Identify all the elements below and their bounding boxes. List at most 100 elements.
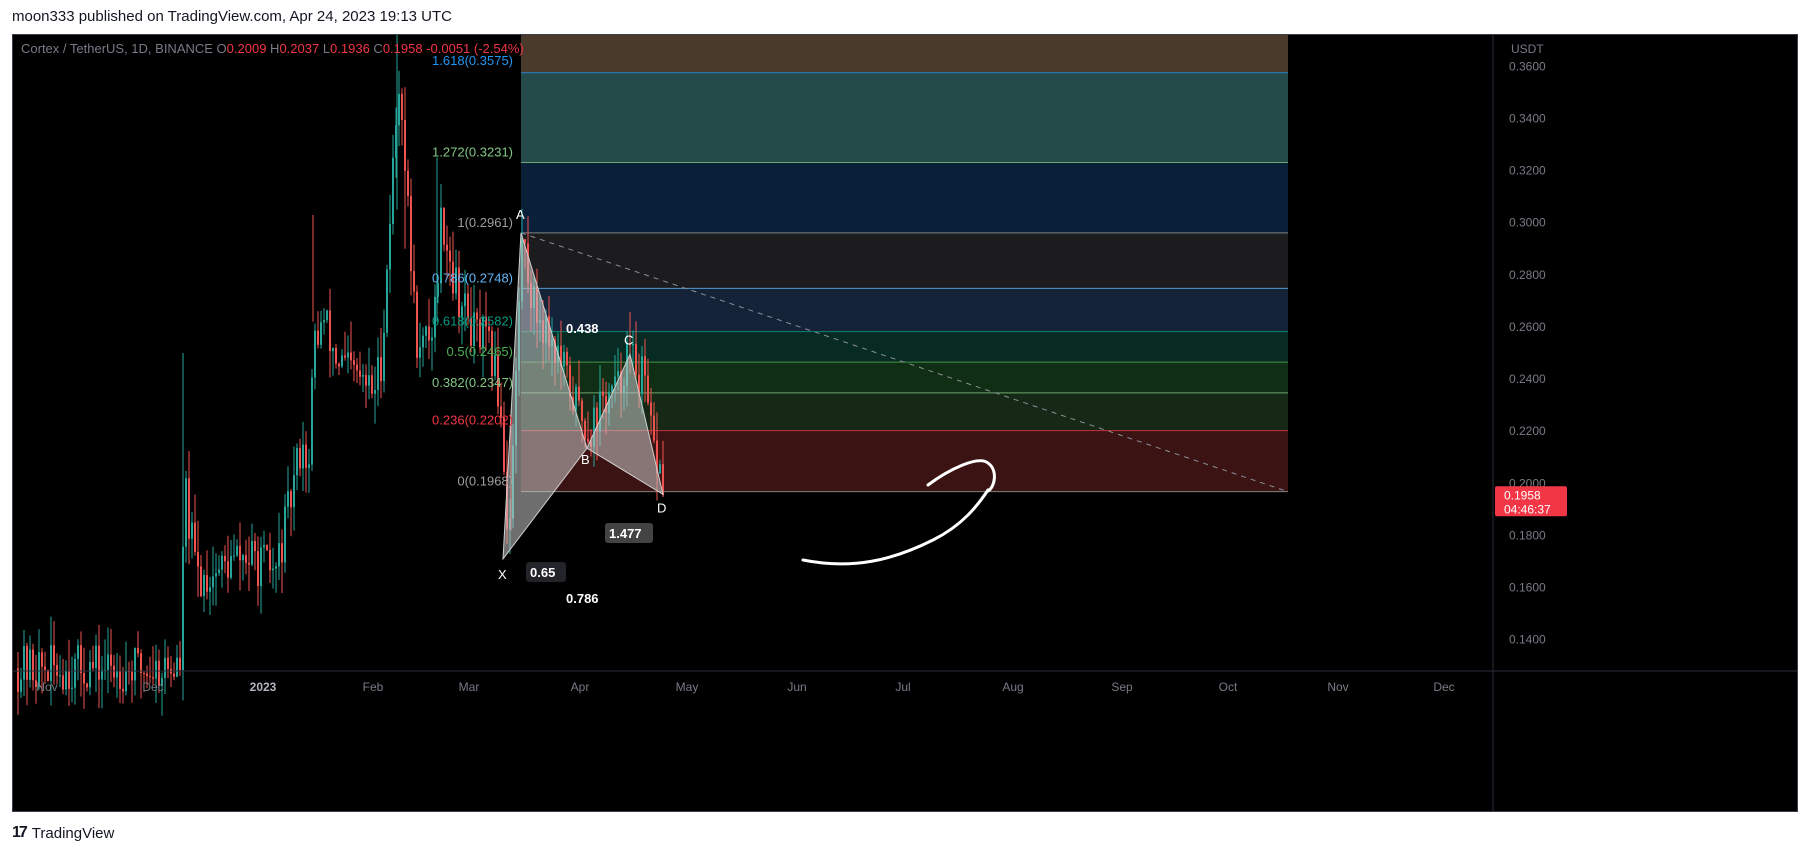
- candle-body: [443, 207, 445, 245]
- pattern-ratio-3: 1.477: [609, 526, 642, 541]
- ratio-box-1: [526, 562, 566, 582]
- candle-body: [416, 291, 418, 358]
- candle-body: [41, 652, 43, 667]
- candle-body: [356, 364, 358, 371]
- fib-zone-2: [521, 162, 1288, 233]
- candle-body: [293, 475, 295, 508]
- candle-body: [467, 293, 469, 319]
- pattern-ratio-0: 0.438: [566, 321, 599, 336]
- candle-body: [353, 360, 355, 365]
- candle-body: [77, 645, 79, 659]
- pattern-point-b: B: [581, 452, 590, 467]
- candle-body: [488, 326, 490, 331]
- candle-body: [644, 356, 646, 376]
- chart-panel[interactable]: X A B C D 0.438 0.65 0.786 1.477 1.618(0.3575) 1.2…: [12, 34, 1798, 812]
- candle-body: [449, 250, 451, 262]
- y-tick-label-2: 0.3200: [1509, 164, 1546, 178]
- candle-body: [47, 670, 49, 681]
- candle-body: [116, 670, 118, 678]
- candle-body: [65, 670, 67, 690]
- candle-body: [101, 669, 103, 680]
- x-tick-label-6: May: [676, 680, 699, 694]
- candle-body: [23, 646, 25, 680]
- price-chart[interactable]: X A B C D 0.438 0.65 0.786 1.477 1.618(0.3575) 1.2…: [13, 35, 1797, 811]
- candle-body: [377, 357, 379, 391]
- pattern-ratio-1: 0.65: [530, 565, 555, 580]
- candle-body: [482, 316, 484, 348]
- candle-body: [83, 673, 85, 684]
- x-tick-label-5: Apr: [571, 680, 590, 694]
- candle-body: [92, 661, 94, 669]
- candle-body: [476, 312, 478, 320]
- candle-body: [140, 653, 142, 674]
- candle-body: [44, 666, 46, 671]
- candle-body: [110, 654, 112, 666]
- symbol-legend: Cortex / TetherUS, 1D, BINANCE O0.2009 H…: [21, 41, 524, 56]
- fib-level-label-1: 1.272(0.3231): [432, 144, 513, 159]
- x-tick-label-3: Feb: [363, 680, 384, 694]
- candle-body: [161, 677, 163, 686]
- candle-body: [446, 244, 448, 251]
- fib-zone-0: [521, 35, 1288, 73]
- candle-body: [560, 345, 562, 367]
- y-tick-label-5: 0.2600: [1509, 320, 1546, 334]
- candle-body: [653, 415, 655, 441]
- candle-body: [224, 555, 226, 562]
- y-tick-label-10: 0.1600: [1509, 581, 1546, 595]
- candle-body: [461, 306, 463, 317]
- candle-body: [242, 555, 244, 561]
- candle-body: [137, 647, 139, 654]
- candle-body: [656, 440, 658, 474]
- candle-body: [584, 420, 586, 440]
- pattern-bcd-triangle: [586, 352, 664, 496]
- y-tick-label-6: 0.2400: [1509, 372, 1546, 386]
- trend-line: [520, 232, 1289, 493]
- fib-zone-5: [521, 331, 1288, 363]
- x-tick-label-8: Jul: [895, 680, 910, 694]
- candle-body: [659, 464, 661, 474]
- candle-body: [317, 330, 319, 345]
- pattern-point-d: D: [657, 500, 666, 515]
- candle-body: [212, 576, 214, 588]
- candle-body: [422, 335, 424, 348]
- candle-body: [578, 386, 580, 401]
- candle-body: [593, 407, 595, 447]
- candle-body: [392, 157, 394, 224]
- y-tick-label-9: 0.1800: [1509, 528, 1546, 542]
- candle-body: [26, 646, 28, 680]
- y-tick-label-3: 0.3000: [1509, 216, 1546, 230]
- fib-level-label-8: 0(0.1968): [457, 474, 513, 489]
- y-tick-label-1: 0.3400: [1509, 111, 1546, 125]
- candle-body: [308, 464, 310, 468]
- pattern-point-a: A: [516, 207, 525, 222]
- candle-body: [650, 402, 652, 416]
- candle-body: [632, 343, 634, 346]
- candle-body: [125, 670, 127, 692]
- candle-body: [260, 547, 262, 586]
- candle-body: [254, 541, 256, 552]
- candle-body: [359, 370, 361, 377]
- candle-body: [173, 673, 175, 677]
- candle-body: [155, 660, 157, 679]
- candle-body: [437, 283, 439, 297]
- candle-body: [323, 320, 325, 323]
- candle-body: [50, 645, 52, 681]
- x-tick-label-0: Nov: [36, 680, 57, 694]
- candle-body: [368, 375, 370, 386]
- candle-body: [113, 665, 115, 678]
- candle-body: [278, 543, 280, 567]
- candle-body: [470, 318, 472, 346]
- candle-body: [230, 556, 232, 578]
- candle-body: [365, 374, 367, 386]
- candle-body: [131, 671, 133, 681]
- candle-body: [617, 371, 619, 377]
- candle-body: [56, 665, 58, 676]
- candle-body: [296, 448, 298, 476]
- candle-body: [440, 207, 442, 284]
- candle-body: [419, 347, 421, 358]
- candle-body: [176, 657, 178, 677]
- candle-body: [326, 310, 328, 321]
- candle-body: [599, 391, 601, 432]
- x-tick-label-10: Sep: [1111, 680, 1133, 694]
- candle-body: [662, 464, 664, 496]
